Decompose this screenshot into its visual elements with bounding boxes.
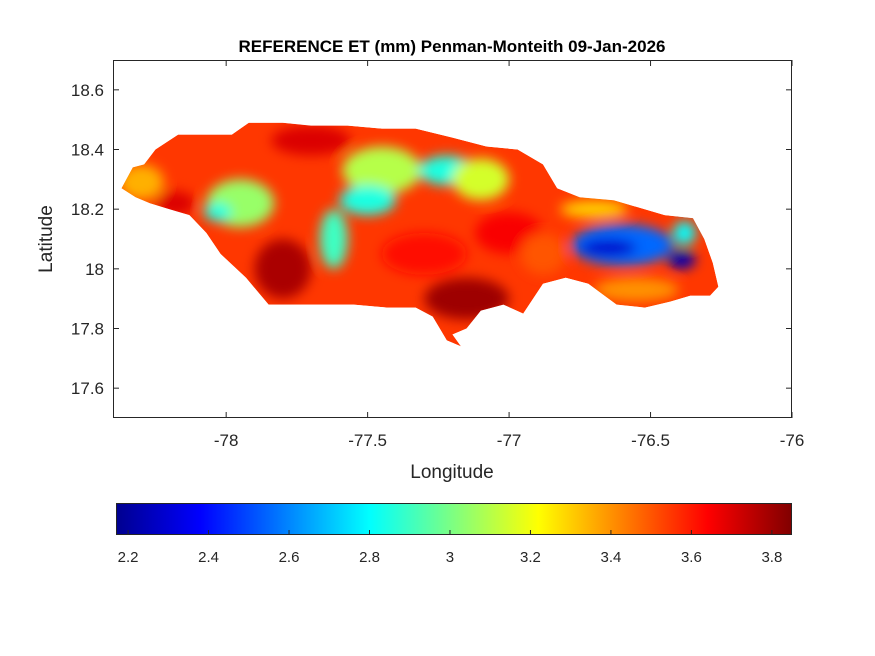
x-tick-label: -76 [780,431,805,450]
x-tick-label: -77 [497,431,522,450]
colorbar-tick-label: 3 [446,549,454,566]
y-tick-label: 18.4 [71,141,104,160]
heatmap-region [381,233,467,275]
heatmap-region [342,146,422,195]
plot-frame [113,60,792,418]
heatmap-region [254,238,312,299]
colorbar-tick-label: 3.8 [761,549,782,566]
heatmap-region [339,185,396,216]
heatmap-region [319,209,348,269]
colorbar-ticks: 2.2 2.4 2.6 2.8 3 3.2 3.4 3.6 3.8 [118,530,782,566]
chart-title: REFERENCE ET (mm) Penman-Monteith 09-Jan… [239,37,666,56]
heatmap-region [667,250,696,269]
y-tick-label: 18 [85,260,104,279]
colorbar-tick-label: 3.2 [520,549,541,566]
heatmap-field [121,122,719,347]
x-axis-label: Longitude [410,462,493,483]
heatmap-region [121,164,164,201]
heatmap-region [560,200,628,219]
y-axis-ticks: 17.6 17.8 18 18.2 18.4 18.6 [71,81,792,398]
heatmap-region [579,238,637,257]
heatmap-region [203,203,232,222]
heatmap-region [594,277,679,302]
y-tick-label: 17.8 [71,320,104,339]
colorbar-frame [116,503,792,535]
x-tick-label: -78 [214,431,239,450]
y-tick-label: 17.6 [71,379,104,398]
heatmap-region [673,221,696,245]
colorbar-tick-label: 3.4 [600,549,621,566]
x-axis-ticks: -78 -77.5 -77 -76.5 -76 [214,60,804,450]
heatmap-layer [121,122,719,347]
heatmap-region [271,125,351,156]
colorbar: 2.2 2.4 2.6 2.8 3 3.2 3.4 3.6 3.8 [116,503,792,566]
x-tick-label: -76.5 [631,431,670,450]
heatmap-region [520,233,566,275]
y-axis-label: Latitude [36,205,57,273]
colorbar-tick-label: 2.4 [198,549,219,566]
colorbar-tick-label: 2.2 [118,549,139,566]
colorbar-tick-label: 3.6 [681,549,702,566]
colorbar-tick-label: 2.8 [359,549,380,566]
plot-area: -78 -77.5 -77 -76.5 -76 17.6 17.8 18 18.2 18.4 18… [71,60,804,450]
heatmap-region [452,158,510,201]
y-tick-label: 18.6 [71,81,104,100]
x-tick-label: -77.5 [348,431,387,450]
colorbar-tick-label: 2.6 [279,549,300,566]
y-tick-label: 18.2 [71,200,104,219]
colorbar-gradient [116,503,792,535]
